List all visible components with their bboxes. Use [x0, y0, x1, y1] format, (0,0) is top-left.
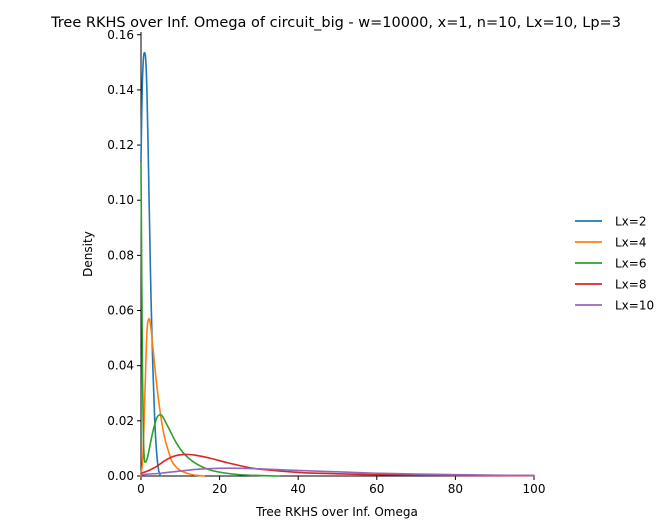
y-tick-label: 0.06	[107, 304, 134, 318]
x-tick-label: 60	[369, 482, 384, 496]
x-axis-ticks: 0 20 40 60 80 100	[137, 476, 545, 496]
series-line-3	[140, 163, 280, 477]
series-line-2	[140, 317, 205, 477]
y-tick-label: 0.12	[107, 138, 134, 152]
x-axis-label: Tree RKHS over Inf. Omega	[255, 505, 418, 519]
series-lines	[140, 51, 535, 477]
y-tick-label: 0.14	[107, 83, 134, 97]
series-line-5	[140, 467, 535, 477]
x-tick-label: 80	[448, 482, 463, 496]
y-tick-label: 0.16	[107, 28, 134, 42]
y-axis-label: Density	[81, 231, 95, 277]
legend-label: Lx=4	[615, 236, 646, 250]
legend: Lx=2 Lx=4 Lx=6 Lx=8 Lx=10	[575, 215, 654, 313]
y-tick-label: 0.04	[107, 359, 134, 373]
legend-label: Lx=2	[615, 215, 646, 229]
x-tick-label: 40	[291, 482, 306, 496]
y-axis-ticks: 0.00 0.02 0.04 0.06 0.08 0.10 0.12 0.14 0.16	[107, 28, 141, 483]
legend-label: Lx=6	[615, 257, 646, 271]
x-tick-label: 20	[212, 482, 227, 496]
y-tick-label: 0.02	[107, 414, 134, 428]
x-tick-label: 0	[137, 482, 145, 496]
y-tick-label: 0.10	[107, 193, 134, 207]
legend-label: Lx=8	[615, 278, 646, 292]
legend-label: Lx=10	[615, 299, 654, 313]
series-line-1	[140, 51, 162, 477]
x-tick-label: 100	[523, 482, 546, 496]
y-tick-label: 0.00	[107, 469, 134, 483]
chart-title: Tree RKHS over Inf. Omega of circuit_big…	[50, 15, 621, 31]
series-line-4	[140, 453, 535, 477]
y-tick-label: 0.08	[107, 248, 134, 262]
